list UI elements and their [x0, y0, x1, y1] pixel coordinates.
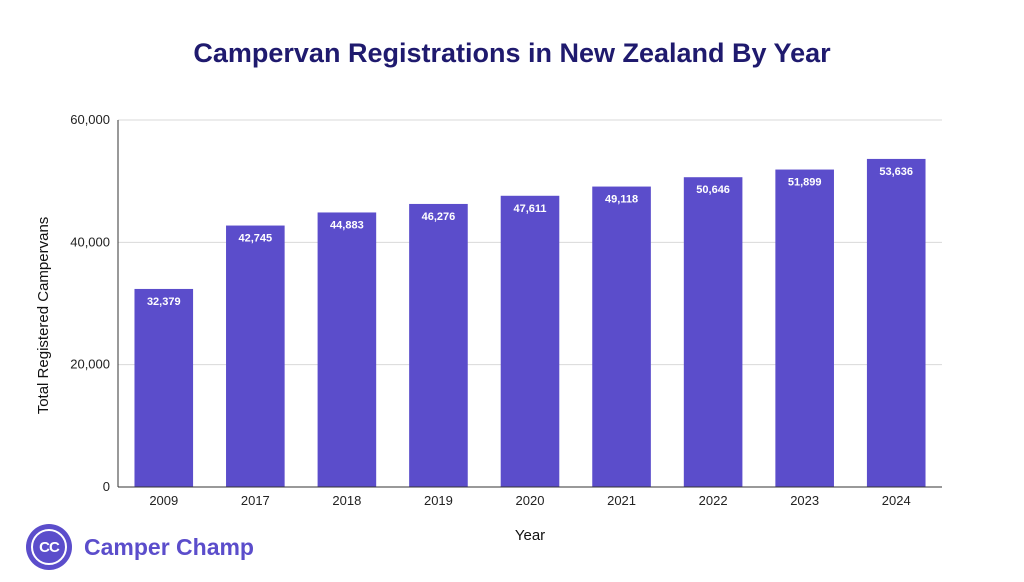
bar-value-label: 47,611: [513, 203, 546, 215]
camper-champ-logo-icon: CC: [26, 524, 72, 570]
y-tick-label: 40,000: [70, 234, 110, 249]
brand: CC Camper Champ: [26, 524, 254, 570]
tick-labels: 0 20,000 40,000 60,000 2009 2017 2018 2019 2020 2…: [70, 112, 910, 508]
x-tick-label: 2018: [332, 493, 361, 508]
x-tick-label: 2009: [149, 493, 178, 508]
brand-name: Camper Champ: [84, 533, 254, 560]
bar-value-label: 50,646: [696, 184, 730, 196]
data-labels: 32,379 42,745 44,883 46,276 47,611 49,118 50,6…: [147, 166, 913, 308]
y-tick-label: 0: [103, 479, 110, 494]
bar: [317, 212, 377, 488]
x-tick-label: 2020: [516, 493, 545, 508]
bar-value-label: 32,379: [147, 296, 181, 308]
x-tick-label: 2022: [699, 493, 728, 508]
x-tick-label: 2019: [424, 493, 453, 508]
bar-value-label: 44,883: [330, 219, 364, 231]
bar-value-label: 51,899: [788, 177, 822, 189]
bar: [409, 203, 468, 487]
chart-title: Campervan Registrations in New Zealand B…: [193, 38, 831, 68]
bar: [226, 225, 285, 487]
y-tick-label: 60,000: [70, 112, 110, 127]
bar: [866, 158, 926, 488]
bars: [134, 158, 926, 488]
bar: [500, 195, 560, 487]
bar-value-label: 53,636: [879, 166, 913, 178]
y-axis-title: Total Registered Campervans: [35, 217, 52, 415]
x-tick-label: 2017: [241, 493, 270, 508]
x-tick-label: 2023: [790, 493, 819, 508]
x-tick-label: 2024: [882, 493, 911, 508]
brand-logo-text: CC: [31, 529, 67, 565]
bar-value-label: 49,118: [605, 194, 638, 206]
x-tick-label: 2021: [607, 493, 636, 508]
bar: [683, 177, 743, 487]
bar: [775, 169, 834, 487]
y-tick-label: 20,000: [70, 357, 110, 372]
bar: [592, 186, 651, 487]
bar-value-label: 46,276: [422, 211, 456, 223]
bar-value-label: 42,745: [239, 233, 273, 245]
bar: [134, 288, 194, 487]
x-axis-title: Year: [515, 527, 545, 544]
